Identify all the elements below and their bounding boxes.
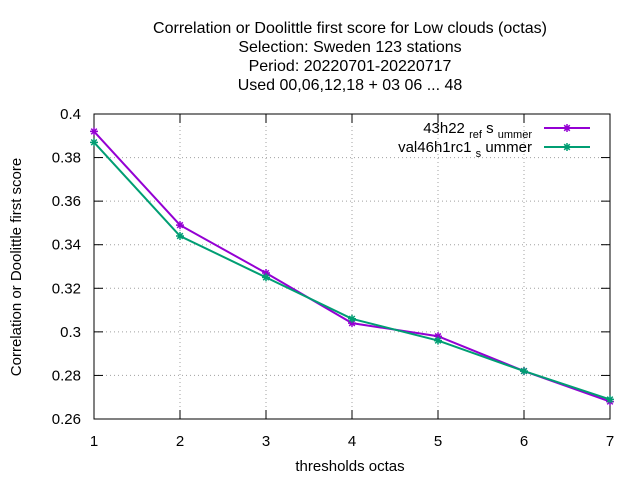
legend-marker-2 <box>563 143 571 151</box>
x-tick-label-1: 1 <box>90 433 98 450</box>
y-tick-label-7: 0.38 <box>52 150 81 167</box>
x-tick-label-2: 2 <box>176 433 184 450</box>
x-tick-label-4: 4 <box>348 433 356 450</box>
axis-ticks: 1 2 3 4 5 6 7 0.26 0.28 0.3 0.32 0.34 0.36 0.38 0.4 <box>52 106 614 450</box>
plot-border <box>93 113 611 420</box>
series-2-point-2 <box>176 232 184 240</box>
legend-label-1: 43h22 ref s ummer <box>423 120 532 142</box>
series-2-point-5 <box>434 336 442 345</box>
legend: 43h22 ref s ummer val46h1rc1 s ummer <box>398 120 590 161</box>
y-tick-label-5: 0.34 <box>52 237 81 254</box>
legend-label-2: val46h1rc1 s ummer <box>398 139 532 161</box>
y-tick-label-1: 0.26 <box>52 411 81 428</box>
grid <box>94 114 610 419</box>
x-tick-label-5: 5 <box>434 433 442 450</box>
x-axis-label: thresholds octas <box>295 458 404 475</box>
series-1-point-1 <box>90 127 98 136</box>
y-tick-label-2: 0.28 <box>52 367 81 384</box>
series-2-point-7 <box>606 395 614 404</box>
legend-entry-2: val46h1rc1 s ummer <box>398 139 590 161</box>
series-1-point-2 <box>176 221 184 230</box>
series-1-point-4 <box>348 319 356 328</box>
series-2-point-3 <box>262 273 270 282</box>
y-tick-label-8: 0.4 <box>60 106 81 123</box>
legend-entry-1: 43h22 ref s ummer <box>423 120 590 142</box>
x-tick-label-3: 3 <box>262 433 270 450</box>
title-line-4: Used 00,06,12,18 + 03 06 ... 48 <box>238 77 463 94</box>
title-line-2: Selection: Sweden 123 stations <box>238 39 461 56</box>
y-tick-label-6: 0.36 <box>52 193 81 210</box>
title-line-1: Correlation or Doolittle first score for… <box>153 20 547 37</box>
series-2-point-1 <box>90 138 98 147</box>
chart-title: Correlation or Doolittle first score for… <box>153 20 547 94</box>
series-group <box>90 127 614 406</box>
y-axis-label: Correlation or Doolittle first score <box>8 158 25 376</box>
series-1-point-5 <box>434 332 442 341</box>
series-1-point-3 <box>262 269 270 278</box>
y-tick-label-3: 0.3 <box>60 324 81 341</box>
x-tick-label-6: 6 <box>520 433 528 450</box>
legend-marker-1 <box>563 124 571 132</box>
series-2-point-6 <box>520 367 528 376</box>
title-line-3: Period: 20220701-20220717 <box>249 58 452 75</box>
x-tick-label-7: 7 <box>606 433 614 450</box>
series-2-point-4 <box>348 314 356 323</box>
y-tick-label-4: 0.32 <box>52 280 81 297</box>
